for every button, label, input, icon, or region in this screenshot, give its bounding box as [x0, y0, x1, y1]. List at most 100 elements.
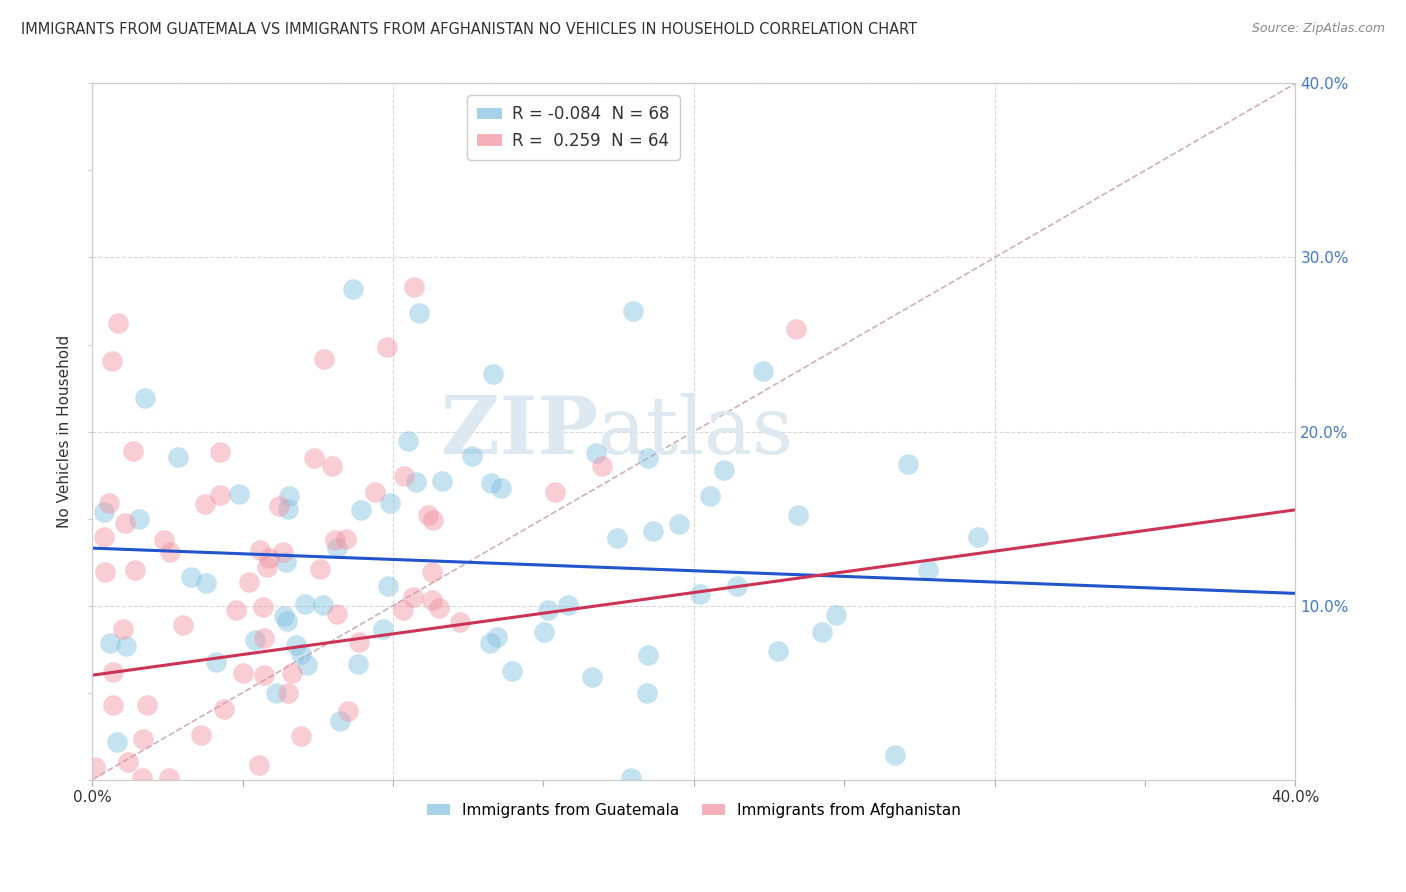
Immigrants from Guatemala — [479, 476, 502, 491]
Immigrants from Afghanistan — [271, 545, 294, 559]
Immigrants from Afghanistan — [122, 444, 145, 458]
Immigrants from Guatemala — [713, 463, 735, 477]
Immigrants from Guatemala — [408, 306, 430, 320]
Immigrants from Afghanistan — [308, 562, 330, 576]
Immigrants from Guatemala — [606, 532, 628, 546]
Immigrants from Afghanistan — [392, 603, 415, 617]
Immigrants from Guatemala — [342, 282, 364, 296]
Immigrants from Afghanistan — [194, 497, 217, 511]
Immigrants from Afghanistan — [232, 666, 254, 681]
Immigrants from Afghanistan — [98, 496, 121, 510]
Immigrants from Afghanistan — [208, 444, 231, 458]
Text: atlas: atlas — [598, 392, 793, 470]
Immigrants from Guatemala — [166, 450, 188, 464]
Immigrants from Guatemala — [620, 771, 643, 785]
Immigrants from Guatemala — [967, 530, 990, 544]
Immigrants from Guatemala — [276, 615, 298, 629]
Immigrants from Guatemala — [699, 489, 721, 503]
Immigrants from Guatemala — [432, 474, 454, 488]
Immigrants from Guatemala — [347, 657, 370, 672]
Immigrants from Afghanistan — [114, 516, 136, 531]
Immigrants from Guatemala — [245, 632, 267, 647]
Immigrants from Guatemala — [485, 630, 508, 644]
Immigrants from Guatemala — [228, 487, 250, 501]
Text: ZIP: ZIP — [440, 392, 598, 470]
Immigrants from Guatemala — [581, 670, 603, 684]
Immigrants from Guatemala — [378, 496, 401, 510]
Immigrants from Afghanistan — [124, 563, 146, 577]
Immigrants from Guatemala — [810, 624, 832, 639]
Immigrants from Guatemala — [273, 608, 295, 623]
Immigrants from Guatemala — [264, 686, 287, 700]
Immigrants from Guatemala — [725, 579, 748, 593]
Immigrants from Guatemala — [533, 625, 555, 640]
Immigrants from Afghanistan — [375, 340, 398, 354]
Immigrants from Guatemala — [128, 511, 150, 525]
Immigrants from Afghanistan — [172, 618, 194, 632]
Immigrants from Guatemala — [489, 481, 512, 495]
Immigrants from Afghanistan — [190, 728, 212, 742]
Immigrants from Guatemala — [205, 655, 228, 669]
Immigrants from Guatemala — [897, 458, 920, 472]
Immigrants from Guatemala — [105, 735, 128, 749]
Immigrants from Guatemala — [585, 446, 607, 460]
Immigrants from Afghanistan — [257, 551, 280, 566]
Immigrants from Guatemala — [396, 434, 419, 449]
Immigrants from Guatemala — [637, 648, 659, 663]
Immigrants from Afghanistan — [427, 600, 450, 615]
Immigrants from Afghanistan — [93, 530, 115, 544]
Immigrants from Afghanistan — [131, 771, 153, 785]
Immigrants from Afghanistan — [111, 622, 134, 636]
Immigrants from Afghanistan — [153, 533, 176, 547]
Immigrants from Guatemala — [371, 622, 394, 636]
Legend: Immigrants from Guatemala, Immigrants from Afghanistan: Immigrants from Guatemala, Immigrants fr… — [420, 797, 967, 824]
Immigrants from Afghanistan — [335, 532, 357, 546]
Immigrants from Afghanistan — [157, 771, 180, 785]
Immigrants from Guatemala — [482, 367, 505, 381]
Immigrants from Guatemala — [277, 489, 299, 503]
Immigrants from Afghanistan — [249, 543, 271, 558]
Immigrants from Guatemala — [329, 714, 352, 729]
Immigrants from Afghanistan — [290, 729, 312, 743]
Immigrants from Guatemala — [637, 451, 659, 466]
Immigrants from Afghanistan — [449, 615, 471, 630]
Immigrants from Afghanistan — [416, 508, 439, 522]
Immigrants from Afghanistan — [277, 686, 299, 700]
Immigrants from Afghanistan — [591, 458, 613, 473]
Immigrants from Afghanistan — [103, 665, 125, 679]
Immigrants from Guatemala — [689, 587, 711, 601]
Immigrants from Afghanistan — [101, 698, 124, 713]
Immigrants from Guatemala — [290, 647, 312, 661]
Immigrants from Guatemala — [478, 635, 501, 649]
Immigrants from Guatemala — [883, 748, 905, 763]
Immigrants from Guatemala — [93, 505, 115, 519]
Immigrants from Guatemala — [277, 502, 299, 516]
Immigrants from Guatemala — [668, 517, 690, 532]
Immigrants from Guatemala — [636, 686, 658, 700]
Immigrants from Guatemala — [114, 639, 136, 653]
Immigrants from Afghanistan — [544, 485, 567, 500]
Immigrants from Afghanistan — [312, 351, 335, 366]
Immigrants from Afghanistan — [253, 632, 276, 646]
Y-axis label: No Vehicles in Household: No Vehicles in Household — [58, 335, 72, 528]
Immigrants from Guatemala — [274, 555, 297, 569]
Immigrants from Afghanistan — [323, 533, 346, 547]
Immigrants from Afghanistan — [281, 666, 304, 681]
Immigrants from Guatemala — [194, 575, 217, 590]
Immigrants from Afghanistan — [101, 354, 124, 368]
Immigrants from Afghanistan — [321, 459, 343, 474]
Immigrants from Afghanistan — [252, 600, 274, 615]
Immigrants from Guatemala — [825, 607, 848, 622]
Immigrants from Afghanistan — [337, 705, 360, 719]
Immigrants from Guatemala — [751, 363, 773, 377]
Immigrants from Guatemala — [405, 475, 427, 489]
Immigrants from Afghanistan — [394, 469, 416, 483]
Immigrants from Afghanistan — [225, 603, 247, 617]
Immigrants from Guatemala — [294, 597, 316, 611]
Immigrants from Afghanistan — [212, 702, 235, 716]
Immigrants from Afghanistan — [238, 575, 260, 590]
Immigrants from Guatemala — [180, 570, 202, 584]
Immigrants from Afghanistan — [420, 565, 443, 579]
Immigrants from Afghanistan — [208, 488, 231, 502]
Immigrants from Guatemala — [312, 598, 335, 612]
